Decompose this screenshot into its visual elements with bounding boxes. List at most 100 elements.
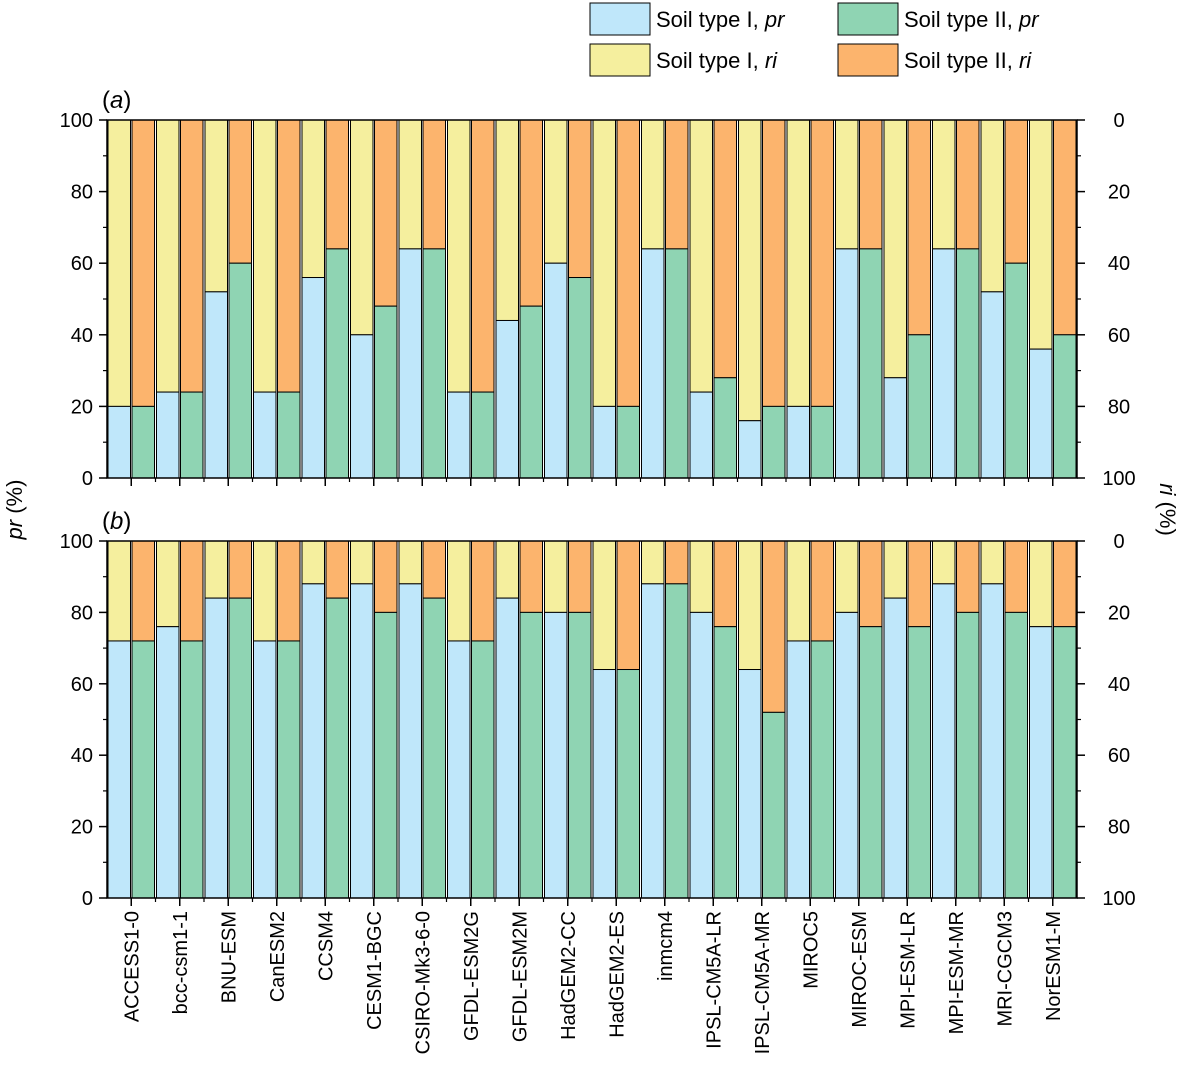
bar-pr-soil1-a-9: [544, 262, 568, 479]
right-tick-label-b-5: 100: [1102, 888, 1135, 910]
bar-ri-soil2-b-3: [277, 540, 301, 642]
bar-pr-soil1-a-19: [1029, 348, 1053, 479]
bar-pr-soil1-b-1: [156, 626, 180, 899]
bar-ri-soil1-b-6: [398, 540, 422, 585]
bar-ri-soil1-a-3: [253, 119, 277, 393]
plot-frame-a: [106, 119, 1078, 479]
bar-pr-soil1-a-8: [495, 319, 519, 479]
bar-pr-soil1-b-0: [107, 640, 131, 899]
bar-pr-soil1-a-11: [641, 248, 665, 479]
bar-pr-soil1-b-6: [398, 583, 422, 899]
bar-ri-soil2-a-16: [907, 119, 931, 336]
bar-pr-soil2-a-2: [228, 262, 252, 479]
right-tick-label-b-0: 0: [1113, 531, 1124, 553]
bar-pr-soil2-a-1: [180, 391, 204, 479]
bar-pr-soil1-b-12: [689, 611, 713, 899]
bar-pr-soil1-b-17: [932, 583, 956, 899]
bar-pr-soil2-a-10: [616, 405, 640, 479]
legend-swatch-II_pr: [837, 2, 899, 36]
left-tick-label-b-4: 80: [71, 602, 93, 624]
category-label-17: MPI-ESM-MR: [946, 911, 968, 1034]
bar-ri-soil1-b-18: [980, 540, 1004, 585]
left-tick-label-a-3: 60: [71, 253, 93, 275]
bar-pr-soil2-b-18: [1004, 611, 1028, 899]
bar-pr-soil2-a-8: [519, 305, 543, 479]
bar-ri-soil1-a-6: [398, 119, 422, 250]
bar-pr-soil2-b-8: [519, 611, 543, 899]
bar-pr-soil1-b-4: [301, 583, 325, 899]
bar-pr-soil2-a-6: [422, 248, 446, 479]
bar-pr-soil2-b-15: [859, 626, 883, 899]
bar-pr-soil1-a-18: [980, 291, 1004, 479]
bar-ri-soil2-b-19: [1053, 540, 1077, 628]
category-label-19: NorESM1-M: [1043, 911, 1065, 1021]
bar-pr-soil1-b-5: [350, 583, 374, 899]
bar-pr-soil1-a-12: [689, 391, 713, 479]
bar-pr-soil2-a-12: [713, 377, 737, 479]
bar-pr-soil2-b-6: [422, 597, 446, 899]
bar-pr-soil1-b-13: [738, 669, 762, 899]
bar-ri-soil2-a-12: [713, 119, 737, 379]
category-label-8: GFDL-ESM2M: [509, 911, 531, 1042]
plot-frame-b: [106, 540, 1078, 899]
bar-pr-soil2-b-3: [277, 640, 301, 899]
bar-pr-soil2-a-15: [859, 248, 883, 479]
bar-pr-soil2-b-14: [810, 640, 834, 899]
bar-pr-soil1-a-1: [156, 391, 180, 479]
bar-ri-soil1-a-1: [156, 119, 180, 393]
bar-ri-soil1-a-11: [641, 119, 665, 250]
bar-pr-soil2-a-9: [568, 277, 592, 479]
bar-ri-soil1-a-18: [980, 119, 1004, 293]
bar-ri-soil1-b-3: [253, 540, 277, 642]
bar-ri-soil2-a-0: [131, 119, 155, 407]
bar-ri-soil1-b-12: [689, 540, 713, 613]
bar-ri-soil1-b-17: [932, 540, 956, 585]
bar-ri-soil2-a-3: [277, 119, 301, 393]
bar-pr-soil2-b-5: [374, 611, 398, 899]
bar-pr-soil2-a-18: [1004, 262, 1028, 479]
right-tick-label-a-4: 80: [1108, 396, 1130, 418]
bar-ri-soil2-b-7: [471, 540, 495, 642]
left-tick-label-b-1: 20: [71, 817, 93, 839]
category-label-13: IPSL-CM5A-MR: [752, 911, 774, 1054]
left-tick-label-a-5: 100: [60, 110, 93, 132]
right-tick-label-b-4: 80: [1108, 817, 1130, 839]
right-tick-label-b-3: 60: [1108, 745, 1130, 767]
left-tick-label-a-4: 80: [71, 182, 93, 204]
bar-pr-soil1-b-7: [447, 640, 471, 899]
legend-label-II_pr: Soil type II, pr: [904, 7, 1040, 32]
category-label-2: BNU-ESM: [218, 911, 240, 1003]
bar-pr-soil1-b-15: [835, 611, 859, 899]
category-label-1: bcc-csm1-1: [170, 911, 192, 1014]
category-label-12: IPSL-CM5A-LR: [703, 911, 725, 1049]
bar-ri-soil1-b-14: [786, 540, 810, 642]
bar-pr-soil1-a-10: [592, 405, 616, 479]
bar-ri-soil2-b-5: [374, 540, 398, 613]
bar-ri-soil1-a-4: [301, 119, 325, 279]
panel-label-a: (a): [102, 87, 131, 114]
bar-pr-soil2-b-17: [956, 611, 980, 899]
left-tick-label-a-2: 40: [71, 325, 93, 347]
left-tick-label-a-1: 20: [71, 396, 93, 418]
category-label-9: HadGEM2-CC: [558, 911, 580, 1040]
category-label-7: GFDL-ESM2G: [461, 911, 483, 1041]
category-label-6: CSIRO-Mk3-6-0: [412, 911, 434, 1054]
bar-ri-soil2-a-15: [859, 119, 883, 250]
bar-ri-soil2-a-8: [519, 119, 543, 307]
bar-ri-soil1-b-15: [835, 540, 859, 613]
legend-swatch-II_ri: [837, 43, 899, 77]
bar-ri-soil2-b-8: [519, 540, 543, 613]
bar-pr-soil2-b-11: [665, 583, 689, 899]
category-label-10: HadGEM2-ES: [606, 911, 628, 1038]
bar-pr-soil2-a-13: [762, 405, 786, 479]
bar-ri-soil2-b-11: [665, 540, 689, 585]
bar-pr-soil1-b-16: [883, 597, 907, 899]
bar-ri-soil1-b-11: [641, 540, 665, 585]
bar-ri-soil2-b-9: [568, 540, 592, 613]
bar-pr-soil1-a-5: [350, 334, 374, 479]
bar-ri-soil2-b-12: [713, 540, 737, 628]
bar-pr-soil1-a-15: [835, 248, 859, 479]
legend-label-I_pr: Soil type I, pr: [656, 7, 786, 32]
bar-pr-soil2-a-0: [131, 405, 155, 479]
